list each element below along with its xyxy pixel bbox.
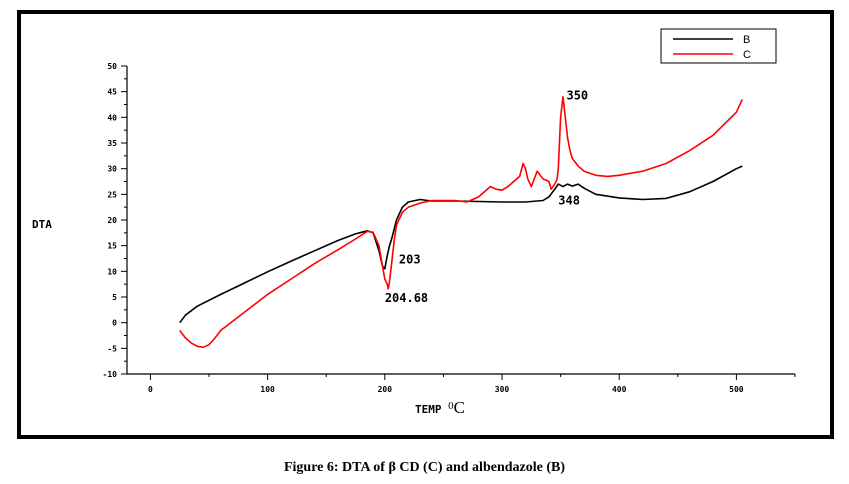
x-axis-label-main: TEMP [415, 403, 448, 416]
y-tick-label: -5 [107, 344, 117, 353]
x-axis-label: TEMP 0C [415, 398, 465, 417]
legend: BC [660, 28, 777, 64]
figure-frame: -10 -5 0 5 10 15 20 25 30 35 40 45 50 0 100 200 300 400 50… [17, 10, 834, 439]
y-tick-label: 30 [107, 165, 117, 174]
peak-annotation: 350 [566, 88, 588, 102]
series-layer [179, 96, 744, 349]
y-tick-label: 35 [107, 139, 117, 148]
series-line-c [179, 96, 744, 349]
y-tick-label: 20 [107, 216, 117, 225]
peak-annotation: 204.68 [385, 291, 428, 305]
y-axis-label: DTA [32, 218, 52, 231]
x-axis-label-unit: C [454, 398, 465, 417]
x-tick-label: 400 [612, 385, 627, 394]
y-tick-label: 25 [107, 190, 117, 199]
y-tick-label: 10 [107, 267, 117, 276]
x-tick-label: 0 [148, 385, 153, 394]
y-tick-label: 45 [107, 88, 117, 97]
peak-annotation: 203 [399, 253, 421, 267]
x-tick-label: 500 [729, 385, 744, 394]
x-tick-label: 200 [378, 385, 393, 394]
x-tick-label: 100 [260, 385, 275, 394]
y-tick-label: 0 [112, 319, 117, 328]
y-tick-label: 40 [107, 113, 117, 122]
annotations-layer: 350 348 203 204.68 [385, 88, 588, 305]
y-tick-label: 50 [107, 62, 117, 71]
legend-label-b: B [743, 34, 750, 46]
x-axis-label-sup: 0 [448, 400, 454, 412]
series-line-b [179, 165, 743, 324]
y-tick-label: 15 [107, 242, 117, 251]
legend-box [660, 28, 777, 64]
y-tick-label: -10 [103, 370, 118, 379]
peak-annotation: 348 [558, 194, 580, 208]
legend-label-c: C [743, 49, 751, 61]
figure-caption: Figure 6: DTA of β CD (C) and albendazol… [283, 460, 566, 475]
x-tick-label: 300 [495, 385, 510, 394]
y-tick-label: 5 [112, 293, 117, 302]
